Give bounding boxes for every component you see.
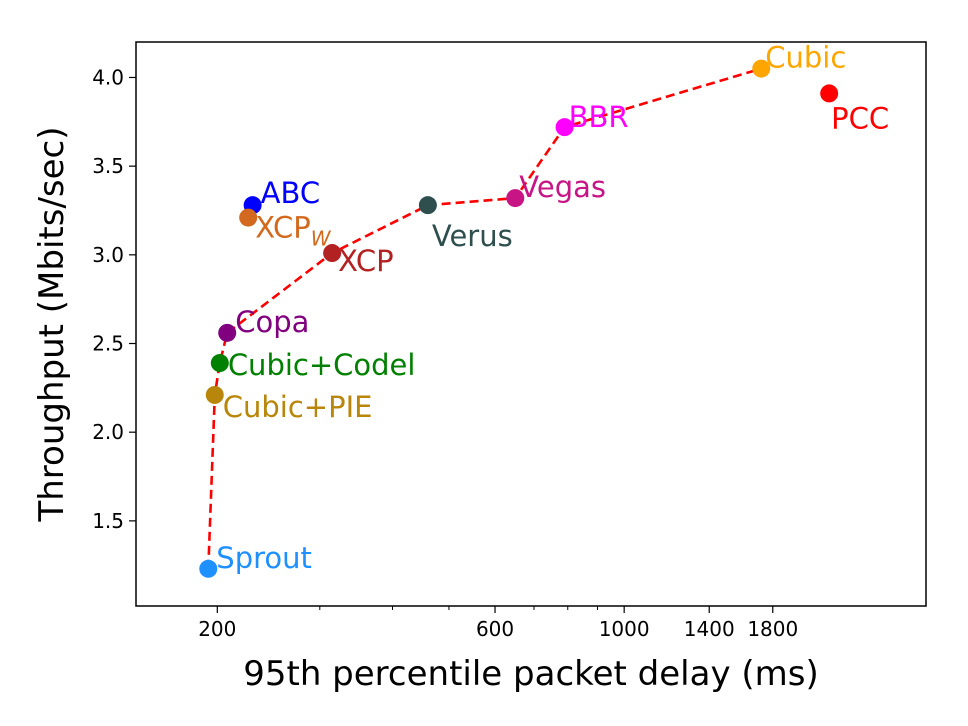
point-label-sprout: Sprout — [216, 541, 312, 575]
point-label-xcp: XCP — [338, 244, 394, 278]
point-label-text: Cubic+PIE — [223, 390, 373, 424]
data-point-xcp — [323, 244, 342, 263]
point-label-text: XCP — [255, 211, 310, 245]
data-point-vegas — [506, 189, 525, 208]
data-point-verus — [418, 196, 437, 215]
point-label-copa: Copa — [235, 305, 309, 339]
point-label-text: XCP — [338, 244, 394, 278]
y-tick-label: 3.5 — [92, 154, 124, 178]
point-label-cubic-codel: Cubic+Codel — [228, 348, 416, 382]
point-label-subscript: W — [311, 227, 332, 251]
point-label-cubic: Cubic — [765, 41, 846, 75]
y-tick-label: 1.5 — [92, 509, 124, 533]
data-point-cubic-pie — [205, 385, 224, 404]
x-tick-label: 600 — [476, 617, 514, 641]
data-point-sprout — [199, 559, 218, 578]
y-tick-label: 3.0 — [92, 243, 124, 267]
x-axis: 200 600 1000 1400 1800 — [198, 606, 798, 641]
point-label-text: PCC — [831, 101, 889, 135]
point-label-text: ABC — [261, 176, 320, 210]
data-point-bbr — [555, 118, 574, 137]
point-label-cubic-pie: Cubic+PIE — [223, 390, 373, 424]
point-label-xcpw: XCPW — [255, 211, 331, 251]
point-label-verus: Verus — [432, 219, 513, 253]
data-point-pcc — [820, 84, 839, 103]
data-point-copa — [218, 323, 237, 342]
data-point-cubic — [752, 59, 771, 78]
point-label-bbr: BBR — [569, 100, 629, 134]
plot-frame — [135, 41, 927, 607]
point-label-pcc: PCC — [831, 101, 889, 135]
x-tick-label: 200 — [198, 617, 236, 641]
point-label-text: Sprout — [216, 541, 312, 575]
x-tick-label: 1400 — [684, 617, 735, 641]
data-point-cubic-codel — [210, 354, 229, 373]
y-axis: 1.5 2.0 2.5 3.0 3.5 4.0 — [92, 65, 136, 533]
point-label-abc: ABC — [261, 176, 320, 210]
point-label-text: Verus — [432, 219, 513, 253]
x-axis-title: 95th percentile packet delay (ms) — [243, 654, 819, 694]
y-tick-label: 2.0 — [92, 420, 124, 444]
y-axis-title: Throughput (Mbits/sec) — [32, 126, 72, 522]
data-point-xcpw — [239, 208, 258, 227]
point-label-text: Cubic+Codel — [228, 348, 416, 382]
point-labels-layer: Sprout Cubic+PIE Cubic+Codel Copa XCP VerusVe… — [216, 41, 889, 575]
point-label-text: Vegas — [519, 170, 606, 204]
points-layer — [199, 59, 839, 578]
point-label-text: Copa — [235, 305, 309, 339]
point-label-text: BBR — [569, 100, 629, 134]
point-label-vegas: Vegas — [519, 170, 606, 204]
y-tick-label: 2.5 — [92, 332, 124, 356]
point-label-text: Cubic — [765, 41, 846, 75]
x-tick-label: 1800 — [747, 617, 798, 641]
y-tick-label: 4.0 — [92, 65, 124, 89]
x-tick-label: 1000 — [599, 617, 650, 641]
